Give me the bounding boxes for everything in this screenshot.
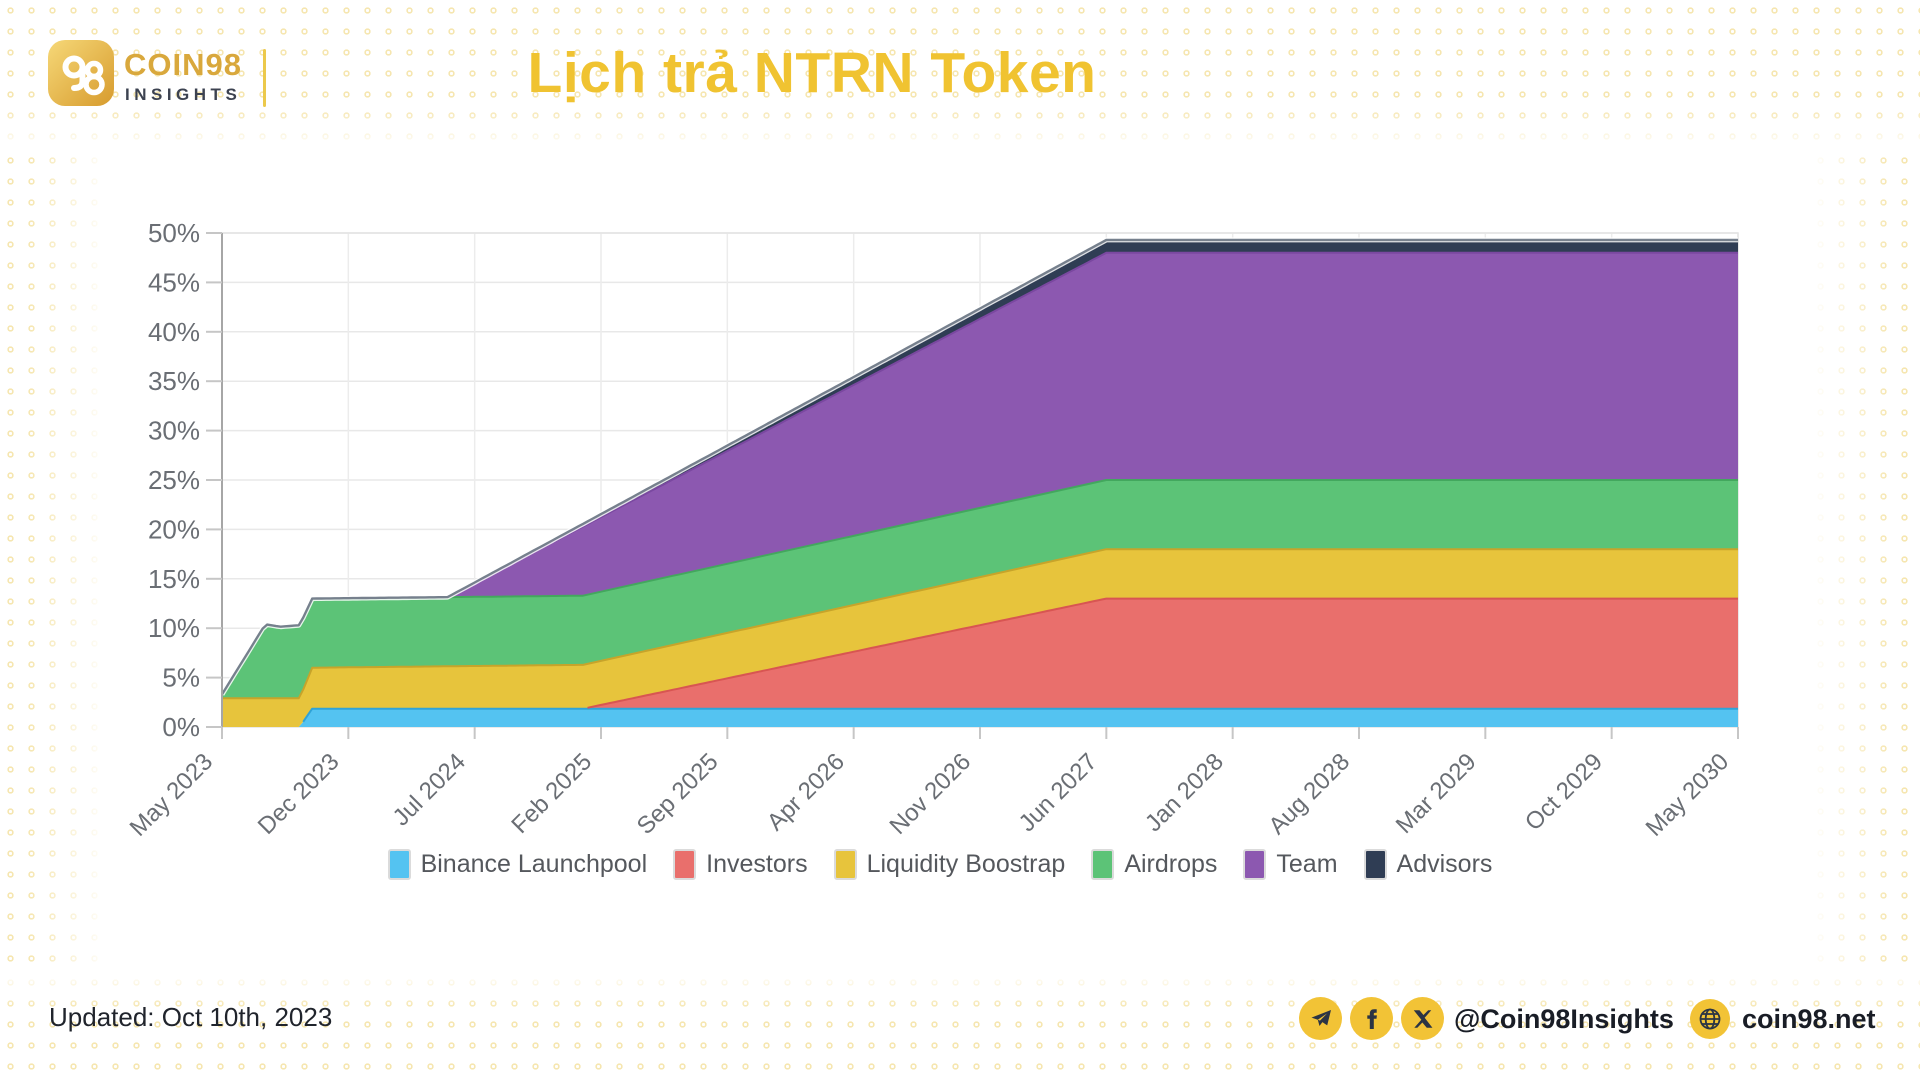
legend-swatch-investors xyxy=(673,849,697,880)
y-tick-label: 40% xyxy=(148,317,200,347)
legend-item-advisors[interactable]: Advisors xyxy=(1363,849,1493,880)
x-tick-label: Dec 2023 xyxy=(253,748,345,840)
legend-swatch-advisors xyxy=(1363,849,1387,880)
legend-item-team[interactable]: Team xyxy=(1243,849,1338,880)
x-tick-label: Apr 2026 xyxy=(762,748,850,836)
edge-team xyxy=(451,251,1738,596)
legend-swatch-binance-launchpool xyxy=(387,849,411,880)
y-tick-label: 10% xyxy=(148,613,200,643)
x-tick-label: Feb 2025 xyxy=(506,748,597,839)
social-handle[interactable]: @Coin98Insights xyxy=(1454,1004,1674,1034)
coin98-logo-icon xyxy=(48,40,114,106)
x-twitter-icon[interactable] xyxy=(1401,997,1444,1040)
x-tick-label: Sep 2025 xyxy=(632,748,724,840)
legend-swatch-airdrops xyxy=(1091,849,1115,880)
globe-icon[interactable] xyxy=(1690,999,1730,1039)
y-tick-label: 15% xyxy=(148,564,200,594)
x-tick-label: Aug 2028 xyxy=(1263,748,1355,840)
facebook-icon[interactable] xyxy=(1350,997,1393,1040)
updated-date: Updated: Oct 10th, 2023 xyxy=(49,1002,333,1032)
y-tick-label: 30% xyxy=(148,416,200,446)
legend-item-airdrops[interactable]: Airdrops xyxy=(1091,849,1217,880)
x-tick-label: Oct 2029 xyxy=(1520,748,1608,836)
x-tick-label: Nov 2026 xyxy=(884,748,976,840)
y-tick-label: 25% xyxy=(148,465,200,495)
x-tick-label: Jan 2028 xyxy=(1140,748,1229,837)
legend-swatch-team xyxy=(1243,849,1267,880)
brand-subtitle: INSIGHTS xyxy=(125,85,242,104)
legend-item-binance-launchpool[interactable]: Binance Launchpool xyxy=(387,849,648,880)
x-tick-label: Jul 2024 xyxy=(388,748,471,831)
legend-item-investors[interactable]: Investors xyxy=(673,849,808,880)
x-tick-label: May 2023 xyxy=(125,748,219,842)
x-tick-label: Mar 2029 xyxy=(1391,748,1482,839)
edge-liquidity-boostrap xyxy=(222,548,1738,700)
area-airdrops xyxy=(222,480,1738,699)
legend-item-liquidity-boostrap[interactable]: Liquidity Boostrap xyxy=(833,849,1066,880)
edge-investors xyxy=(587,597,1738,709)
y-tick-label: 45% xyxy=(148,267,200,297)
website-url[interactable]: coin98.net xyxy=(1742,1004,1876,1034)
legend-label: Investors xyxy=(706,850,808,878)
legend-label: Airdrops xyxy=(1124,850,1218,878)
edge-binance-launchpool xyxy=(302,707,1738,723)
area-team xyxy=(222,252,1738,695)
legend-label: Advisors xyxy=(1396,850,1493,878)
edge-airdrops xyxy=(221,479,1738,695)
x-tick-label: Jun 2027 xyxy=(1014,748,1103,837)
brand-name: COIN98 xyxy=(124,47,242,82)
legend-label: Team xyxy=(1276,850,1338,878)
y-tick-label: 0% xyxy=(162,712,200,742)
area-binance-launchpool xyxy=(222,708,1738,727)
y-tick-label: 35% xyxy=(148,366,200,396)
x-tick-label: May 2030 xyxy=(1641,748,1735,842)
y-tick-label: 50% xyxy=(148,218,200,248)
telegram-icon[interactable] xyxy=(1299,997,1342,1040)
legend-label: Liquidity Boostrap xyxy=(866,850,1066,878)
area-liquidity-boostrap xyxy=(222,549,1738,727)
legend-swatch-liquidity-boostrap xyxy=(833,849,857,880)
page-title: Lịch trả NTRN Token xyxy=(527,41,1097,105)
y-tick-label: 20% xyxy=(148,514,200,544)
legend-label: Binance Launchpool xyxy=(420,850,648,878)
brand-divider xyxy=(263,49,266,107)
chart-legend: Binance Launchpool Investors Liquidity Boo… xyxy=(0,849,1880,880)
total-edge xyxy=(220,238,1738,696)
social-icons-group xyxy=(1299,997,1444,1040)
area-investors xyxy=(222,598,1738,727)
y-tick-label: 5% xyxy=(162,663,200,693)
